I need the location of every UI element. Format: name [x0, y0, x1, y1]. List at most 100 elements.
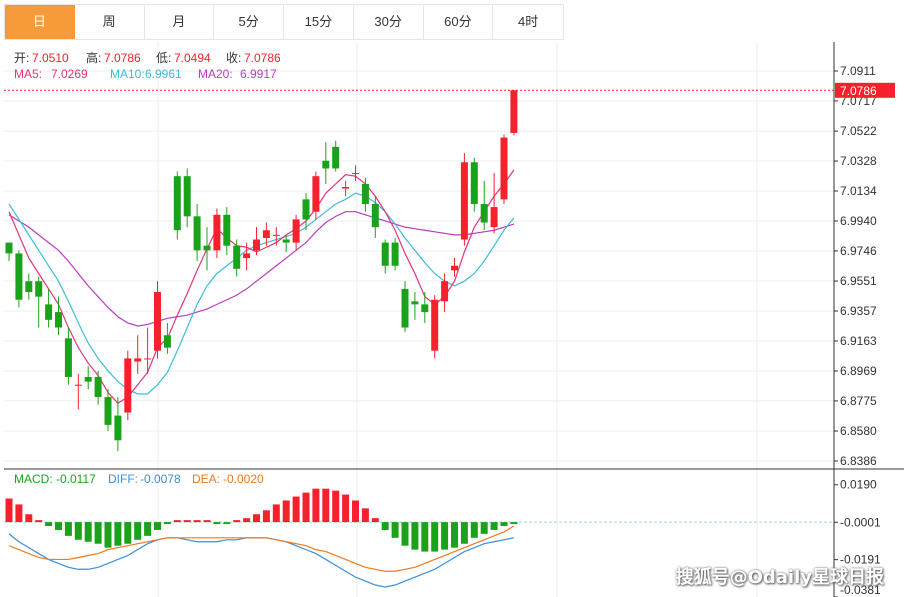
- macd-bar: [282, 500, 290, 523]
- macd-tick-label: -0.0381: [840, 583, 881, 597]
- candle: [322, 142, 330, 184]
- macd-bar: [470, 522, 478, 538]
- macd-bar: [441, 522, 449, 550]
- price-info-line: 开: 7.0510 高: 7.0786 低: 7.0494 收: 7.0786 …: [14, 50, 281, 81]
- candle: [262, 222, 270, 246]
- candle: [441, 273, 449, 313]
- candle-body: [243, 253, 251, 259]
- macd-bar: [173, 520, 181, 523]
- candle: [411, 292, 419, 320]
- candle: [5, 242, 13, 262]
- macd-axis: 0.0190 -0.0001 -0.0191 -0.0381: [834, 478, 881, 597]
- tab-5min[interactable]: 5分: [214, 5, 284, 39]
- macd-bar: [342, 494, 350, 523]
- macd-bar: [223, 522, 231, 525]
- candle: [292, 214, 300, 251]
- candle-body: [411, 301, 419, 305]
- macd-bar: [391, 522, 399, 538]
- candle-body: [55, 312, 62, 328]
- candle-body: [460, 162, 468, 240]
- candle-body: [451, 265, 458, 271]
- macd-bar: [15, 504, 23, 523]
- macd-bar: [361, 508, 369, 523]
- candle: [282, 234, 290, 252]
- macd-bar: [154, 522, 161, 530]
- price-tick-label: 7.0328: [840, 154, 877, 168]
- candle-body: [203, 245, 211, 251]
- candle-body: [223, 214, 231, 246]
- candle-body: [64, 338, 72, 377]
- macd-info-line: MACD: -0.0117 DIFF: -0.0078 DEA: -0.0020: [14, 472, 264, 486]
- candle-body: [431, 299, 439, 351]
- high-value: 7.0786: [104, 51, 141, 65]
- ma10-label: MA10:: [110, 67, 145, 81]
- candle: [104, 389, 112, 432]
- close-value: 7.0786: [244, 51, 281, 65]
- ma10-value: 6.9961: [145, 67, 182, 81]
- candle: [154, 281, 161, 359]
- dea-line: [8, 525, 515, 572]
- low-value: 7.0494: [174, 51, 211, 65]
- ma5-label: MA5:: [14, 67, 42, 81]
- macd-bar: [460, 522, 468, 544]
- macd-bar: [84, 522, 92, 542]
- tab-30min[interactable]: 30分: [354, 5, 424, 39]
- macd-bar: [104, 522, 112, 548]
- price-tick-label: 7.0522: [840, 124, 877, 138]
- candle-body: [421, 304, 429, 313]
- macd-bar: [312, 488, 320, 523]
- ma20-line: [8, 211, 515, 327]
- macd-bar: [213, 522, 221, 525]
- candle: [361, 177, 369, 212]
- candle-body: [253, 239, 260, 251]
- candle-body: [144, 358, 152, 360]
- watermark: 搜狐号@Odaily星球日报: [675, 567, 884, 588]
- candle: [233, 239, 241, 277]
- candle-body: [173, 176, 181, 231]
- candle: [480, 180, 488, 231]
- candle-body: [193, 216, 201, 251]
- tab-15min[interactable]: 15分: [284, 5, 354, 39]
- macd-bars: [4, 488, 834, 552]
- macd-bar: [144, 522, 152, 536]
- macd-bar: [203, 520, 211, 523]
- tab-4hour[interactable]: 4时: [518, 14, 539, 29]
- candle-body: [94, 376, 102, 398]
- price-tick-label: 6.9940: [840, 214, 877, 228]
- candle: [470, 157, 478, 212]
- macd-bar: [401, 522, 409, 546]
- macd-bar: [352, 500, 359, 523]
- tab-day[interactable]: 日: [5, 5, 75, 39]
- candle-body: [272, 234, 280, 236]
- macd-bar: [5, 498, 13, 523]
- open-label: 开:: [14, 51, 29, 65]
- macd-bar: [74, 522, 82, 540]
- candle-body: [15, 253, 23, 300]
- macd-bar: [332, 490, 340, 523]
- candle: [25, 273, 33, 300]
- macd-tick-label: -0.0001: [840, 515, 881, 529]
- candle-body: [114, 415, 122, 441]
- ma20-label: MA20:: [198, 67, 233, 81]
- price-tick-label: 6.8386: [840, 454, 877, 468]
- macd-bar: [183, 520, 191, 523]
- candle: [183, 168, 191, 228]
- macd-lines: [8, 525, 515, 588]
- price-tick-label: 6.8969: [840, 364, 877, 378]
- candle: [213, 208, 221, 259]
- candle: [451, 258, 458, 277]
- macd-bar: [45, 522, 53, 527]
- candle-body: [134, 358, 142, 362]
- candle: [272, 227, 280, 246]
- macd-bar: [253, 514, 260, 523]
- ma5-value: 7.0269: [51, 67, 88, 81]
- tab-week[interactable]: 周: [75, 5, 145, 39]
- macd-value: -0.0117: [56, 472, 96, 486]
- candle: [421, 292, 429, 323]
- ma20-value: 6.9917: [240, 67, 277, 81]
- macd-bar: [421, 522, 429, 552]
- candle-body: [84, 376, 92, 382]
- tab-month[interactable]: 月: [145, 5, 215, 39]
- tab-60min[interactable]: 60分: [424, 5, 494, 39]
- macd-bar: [451, 522, 458, 548]
